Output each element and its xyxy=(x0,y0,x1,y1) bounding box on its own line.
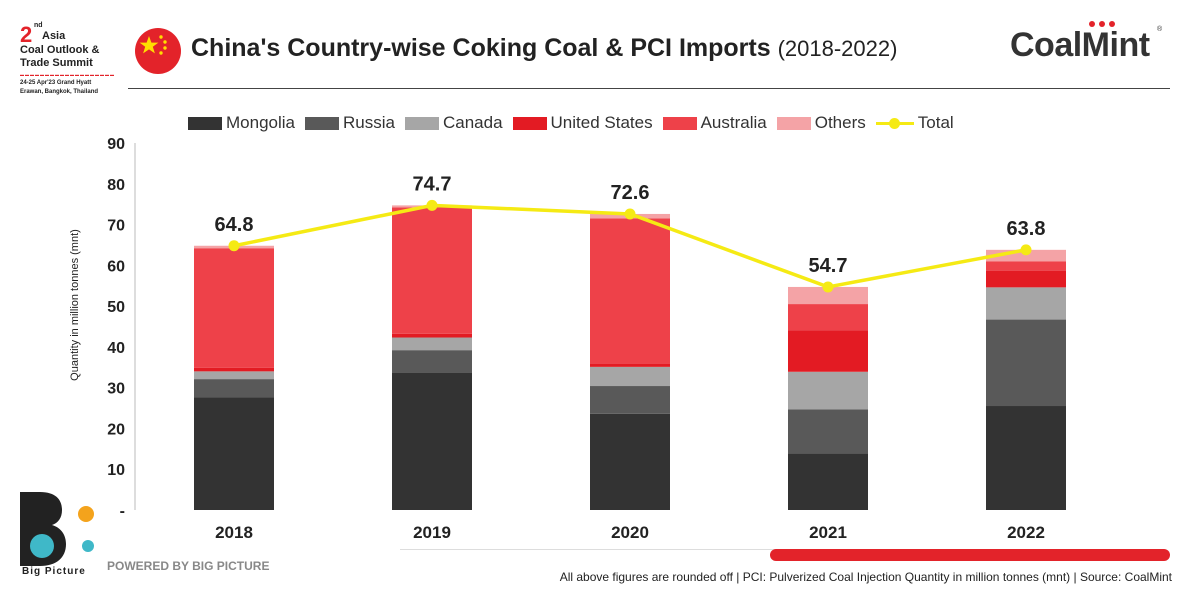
legend-swatch-canada xyxy=(404,116,439,130)
bar-russia xyxy=(590,386,670,414)
footer-divider xyxy=(400,549,800,550)
y-tick-label: 80 xyxy=(107,177,125,194)
x-tick-label: 2021 xyxy=(809,523,847,542)
header: 2 nd Asia Coal Outlook & Trade Summit ▬▬… xyxy=(0,0,1200,95)
bar-australia xyxy=(986,261,1066,271)
y-axis-label: Quantity in million tonnes (mnt) xyxy=(69,229,81,381)
bar-russia xyxy=(788,409,868,454)
legend-label-united-states: United States xyxy=(550,113,653,132)
legend-swatch-united-states xyxy=(512,116,547,130)
legend-item-mongolia: Mongolia xyxy=(188,113,295,133)
legend-item-total: Total xyxy=(875,113,954,133)
bar-canada xyxy=(392,337,472,351)
total-data-label: 72.6 xyxy=(611,182,650,204)
total-point xyxy=(228,240,240,252)
y-tick-label: 40 xyxy=(107,340,125,357)
event-date-line1: 24-25 Apr'23 Grand Hyatt xyxy=(20,80,92,86)
chart-title-main: China's Country-wise Coking Coal & PCI I… xyxy=(191,34,771,62)
brand-logo: CoalMint xyxy=(1010,26,1150,64)
x-tick-label: 2022 xyxy=(1007,523,1045,542)
legend-swatch-mongolia xyxy=(188,116,222,130)
y-tick-label: - xyxy=(120,503,125,520)
legend-item-others: Others xyxy=(776,113,866,133)
bar-russia xyxy=(986,319,1066,407)
event-number: 2 xyxy=(20,22,33,47)
event-ordinal: nd xyxy=(34,22,43,29)
y-tick-label: 10 xyxy=(107,462,125,479)
total-point xyxy=(624,208,636,220)
legend-label-canada: Canada xyxy=(442,113,503,132)
total-point xyxy=(426,199,438,211)
event-name-line2: Trade Summit xyxy=(20,57,93,69)
bar-canada xyxy=(788,371,868,410)
legend-label-others: Others xyxy=(814,113,866,132)
big-picture-logo xyxy=(18,490,98,570)
legend-swatch-total xyxy=(875,117,914,130)
bar-russia xyxy=(194,379,274,398)
brand-registered-mark: ® xyxy=(1157,26,1163,33)
china-flag-icon xyxy=(135,28,181,74)
legend-item-australia: Australia xyxy=(662,113,767,133)
bar-others xyxy=(788,286,868,305)
bar-united-states xyxy=(788,330,868,372)
total-point xyxy=(1020,244,1032,256)
legend-label-russia: Russia xyxy=(343,113,395,132)
total-data-label: 63.8 xyxy=(1007,218,1046,240)
legend-item-canada: Canada xyxy=(404,113,503,133)
total-data-label: 54.7 xyxy=(809,255,848,277)
bar-united-states xyxy=(590,363,670,367)
bar-australia xyxy=(194,248,274,368)
bar-canada xyxy=(194,371,274,380)
event-date-line2: Erawan, Bangkok, Thailand xyxy=(20,89,99,95)
bar-united-states xyxy=(986,270,1066,288)
bar-mongolia xyxy=(392,372,472,510)
big-picture-name: Big Picture xyxy=(22,566,86,577)
brand-dots-icon xyxy=(1089,21,1119,29)
total-data-label: 74.7 xyxy=(413,173,452,195)
legend-item-united-states: United States xyxy=(512,113,653,133)
bar-australia xyxy=(392,207,472,334)
x-tick-label: 2020 xyxy=(611,523,649,542)
bar-united-states xyxy=(392,333,472,338)
y-tick-label: 60 xyxy=(107,258,125,275)
bar-mongolia xyxy=(788,453,868,510)
chart-title: China's Country-wise Coking Coal & PCI I… xyxy=(191,34,897,63)
event-region: Asia xyxy=(42,30,66,42)
y-tick-label: 70 xyxy=(107,218,125,235)
legend-label-australia: Australia xyxy=(700,113,767,132)
bar-mongolia xyxy=(590,413,670,510)
bar-others xyxy=(986,249,1066,262)
bar-united-states xyxy=(194,367,274,372)
y-tick-label: 90 xyxy=(107,136,125,153)
footnote: All above figures are rounded off | PCI:… xyxy=(559,570,1172,584)
legend-label-total: Total xyxy=(917,113,954,132)
x-tick-label: 2019 xyxy=(413,523,451,542)
chart-title-years: (2018-2022) xyxy=(777,36,898,61)
legend-label-mongolia: Mongolia xyxy=(226,113,295,132)
powered-by-text: POWERED BY BIG PICTURE xyxy=(107,559,270,573)
legend-item-russia: Russia xyxy=(305,113,395,133)
total-data-label: 64.8 xyxy=(215,214,254,236)
bar-canada xyxy=(590,366,670,387)
bar-russia xyxy=(392,350,472,373)
header-divider xyxy=(128,88,1170,89)
event-name-line1: Coal Outlook & xyxy=(20,44,100,56)
bar-australia xyxy=(788,304,868,331)
legend-swatch-russia xyxy=(305,116,339,130)
legend-swatch-australia xyxy=(662,116,697,130)
legend-swatch-others xyxy=(776,116,811,130)
bar-australia xyxy=(590,218,670,364)
event-subtitle-decoration: ▬▬▬▬▬▬▬▬▬▬▬▬▬▬▬▬▬▬▬ xyxy=(20,72,115,77)
x-tick-label: 2018 xyxy=(215,523,253,542)
bar-mongolia xyxy=(986,406,1066,510)
y-tick-label: 30 xyxy=(107,381,125,398)
total-point xyxy=(822,281,834,293)
bar-canada xyxy=(986,287,1066,320)
bar-mongolia xyxy=(194,397,274,510)
y-tick-label: 20 xyxy=(107,421,125,438)
footer-accent-bar xyxy=(770,549,1170,561)
chart-legend: Mongolia Russia Canada United States Aus… xyxy=(188,112,964,134)
y-tick-label: 50 xyxy=(107,299,125,316)
